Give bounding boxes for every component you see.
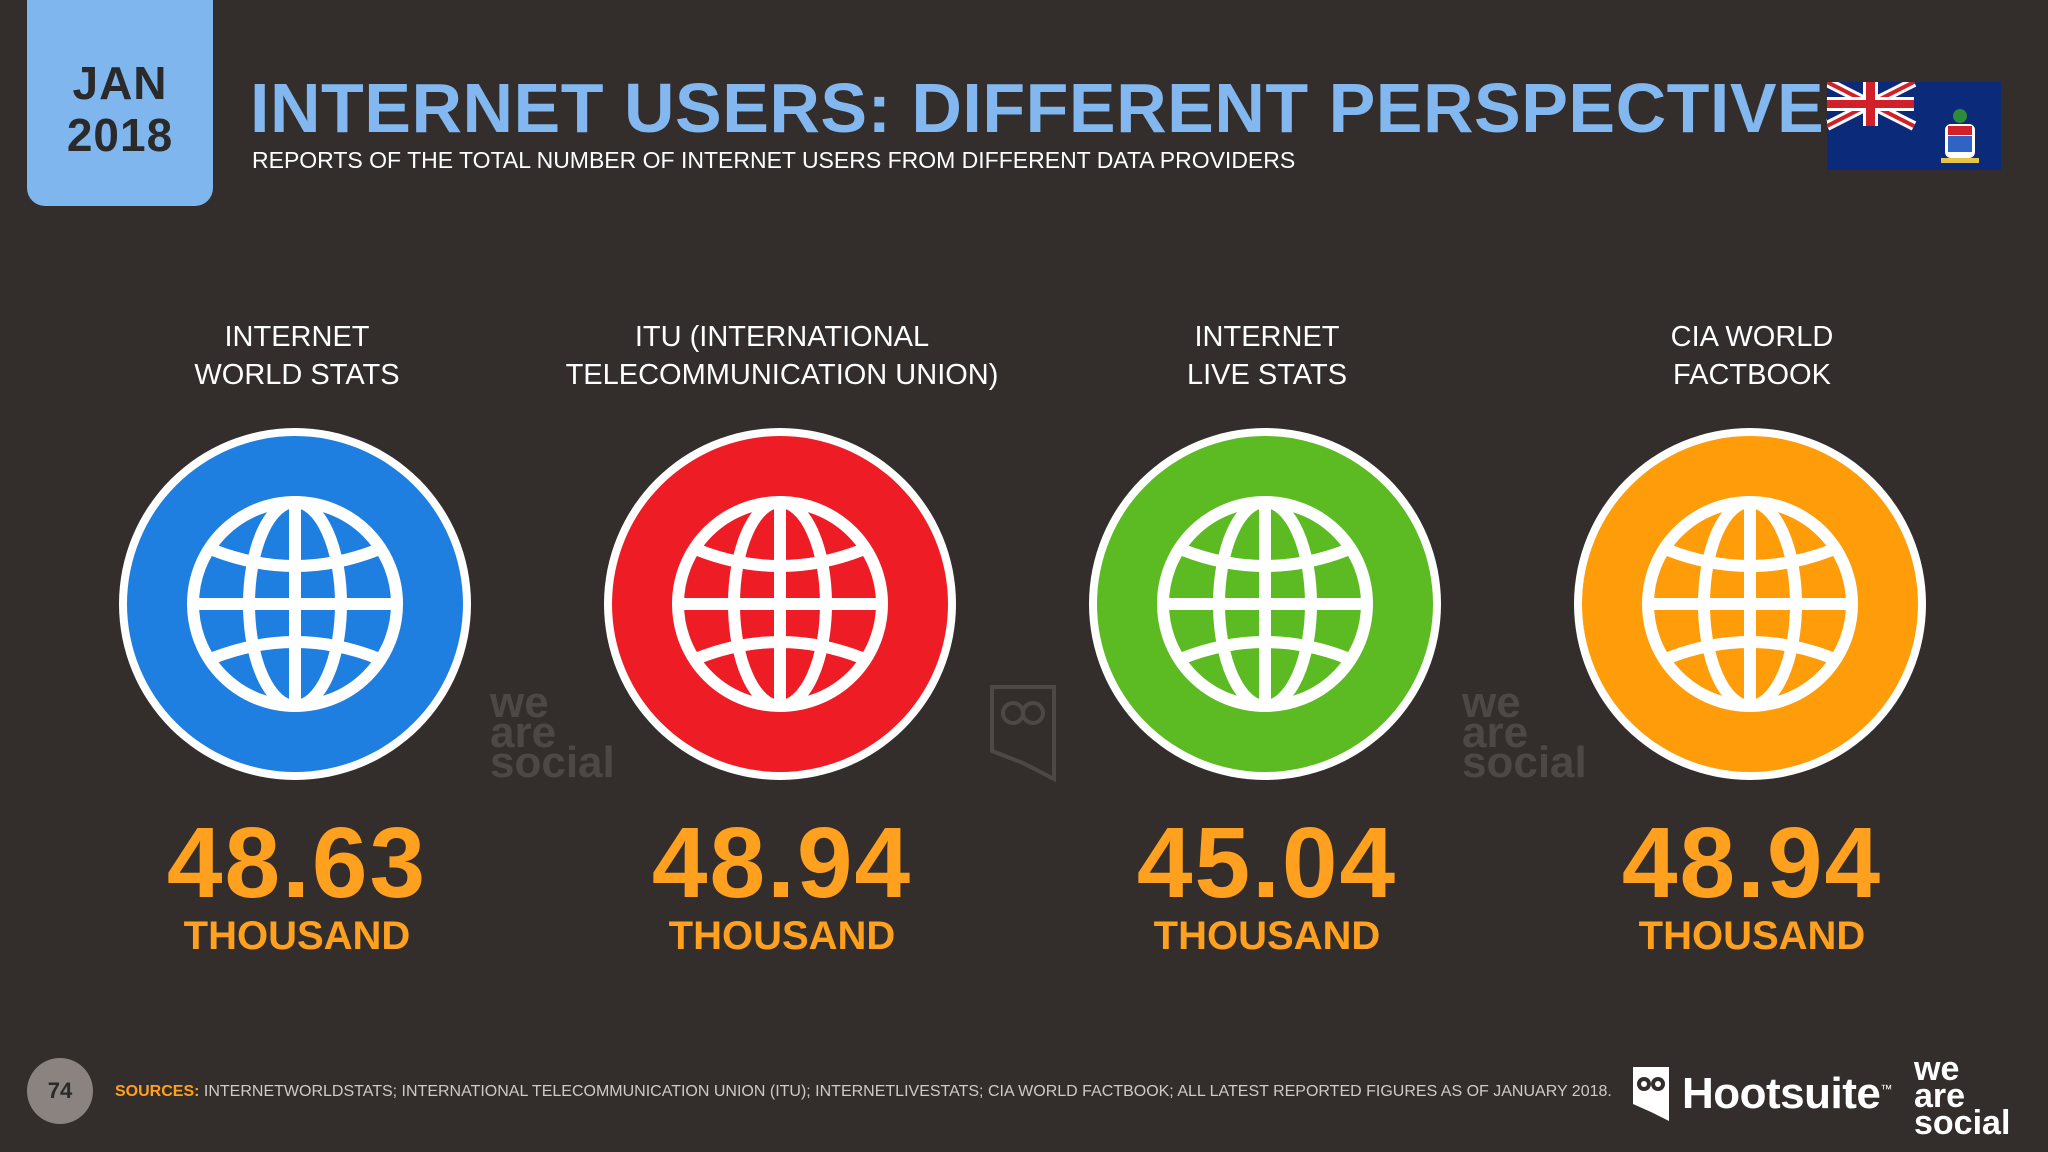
globe-icon — [1642, 496, 1858, 712]
owl-watermark-icon — [990, 685, 1056, 783]
card-label: ITU (INTERNATIONAL TELECOMMUNICATION UNI… — [547, 318, 1017, 394]
page-number-badge: 74 — [27, 1058, 93, 1124]
card-itu: ITU (INTERNATIONAL TELECOMMUNICATION UNI… — [547, 318, 1017, 958]
card-label-line1: INTERNET — [1194, 321, 1340, 353]
date-tab: JAN 2018 — [27, 0, 213, 206]
card-value: 48.94 — [1621, 807, 1883, 919]
watermark-we: we — [1462, 678, 1521, 727]
card-cia-world-factbook: CIA WORLD FACTBOOK 48.94 THOUSAND — [1517, 318, 1987, 958]
card-unit: THOUSAND — [1153, 914, 1381, 958]
card-label-line2: FACTBOOK — [1673, 359, 1831, 391]
hootsuite-tm: ™ — [1880, 1082, 1893, 1096]
brand-we: we — [1914, 1050, 1960, 1088]
date-month: JAN — [72, 57, 168, 109]
card-unit: THOUSAND — [668, 914, 896, 958]
sources-line: SOURCES: INTERNETWORLDSTATS; INTERNATION… — [115, 1081, 1612, 1103]
cayman-islands-flag-icon — [1827, 82, 2001, 170]
card-label-line1: CIA WORLD — [1670, 321, 1834, 353]
card-circle — [119, 428, 471, 780]
brand-are: are — [1914, 1077, 1966, 1115]
sources-label: SOURCES: — [115, 1083, 200, 1100]
page-subtitle: REPORTS OF THE TOTAL NUMBER OF INTERNET … — [252, 147, 1296, 173]
card-circle — [604, 428, 956, 780]
globe-icon — [1157, 496, 1373, 712]
card-label-line1: INTERNET — [224, 321, 370, 353]
card-value: 48.63 — [166, 807, 428, 919]
page-title: INTERNET USERS: DIFFERENT PERSPECTIVES — [250, 69, 1872, 147]
card-label-line2: WORLD STATS — [194, 359, 400, 391]
we-are-social-watermark: we are social — [1462, 678, 1587, 787]
we-are-social-logo: we are social — [1914, 1050, 2011, 1142]
watermark-we: we — [490, 678, 549, 727]
we-are-social-watermark: we are social — [490, 678, 615, 787]
watermark-social: social — [490, 738, 615, 787]
hootsuite-owl-icon — [1633, 1067, 1669, 1121]
watermark-are: are — [490, 708, 557, 757]
brand-social: social — [1914, 1104, 2011, 1142]
card-internet-live-stats: INTERNET LIVE STATS 45.04 THOUSAND — [1032, 318, 1502, 958]
card-label: INTERNET LIVE STATS — [1032, 318, 1502, 394]
card-value: 48.94 — [651, 807, 913, 919]
card-circle — [1089, 428, 1441, 780]
hootsuite-wordmark: Hootsuite — [1682, 1069, 1881, 1118]
card-circle — [1574, 428, 1926, 780]
card-label: CIA WORLD FACTBOOK — [1517, 318, 1987, 394]
watermark-are: are — [1462, 708, 1529, 757]
hootsuite-logo: Hootsuite ™ — [1630, 1060, 1892, 1128]
sources-text: INTERNETWORLDSTATS; INTERNATIONAL TELECO… — [203, 1083, 1612, 1100]
globe-icon — [187, 496, 403, 712]
card-label-line1: ITU (INTERNATIONAL — [634, 321, 930, 353]
card-label-line2: TELECOMMUNICATION UNION) — [565, 359, 999, 391]
card-internet-world-stats: INTERNET WORLD STATS 48.63 THOUSAND — [62, 318, 532, 958]
card-unit: THOUSAND — [1638, 914, 1866, 958]
globe-icon — [672, 496, 888, 712]
watermark-social: social — [1462, 738, 1587, 787]
date-year: 2018 — [66, 109, 174, 161]
card-unit: THOUSAND — [183, 914, 411, 958]
card-label-line2: LIVE STATS — [1186, 359, 1348, 391]
card-value: 45.04 — [1136, 807, 1398, 919]
card-label: INTERNET WORLD STATS — [62, 318, 532, 394]
